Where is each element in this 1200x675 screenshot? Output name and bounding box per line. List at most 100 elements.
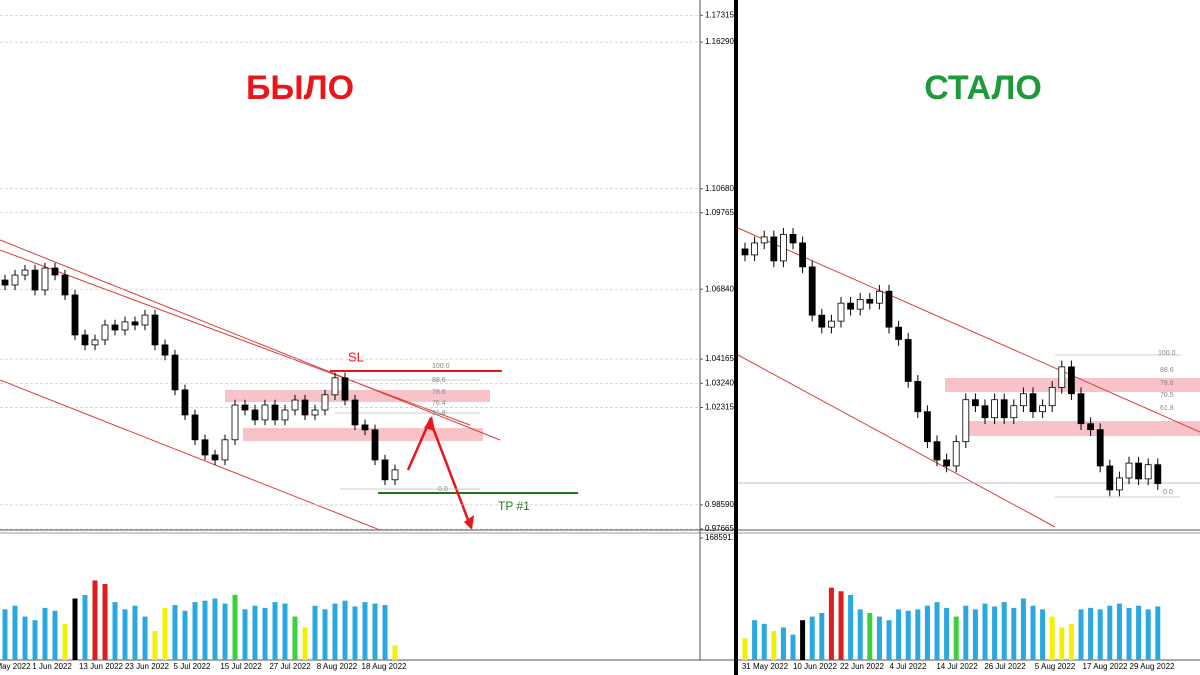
candle-body — [251, 409, 259, 421]
zone — [965, 421, 1200, 436]
volume-bar — [92, 580, 98, 660]
candle-body — [770, 236, 778, 262]
candle-body — [21, 269, 29, 276]
volume-bar — [282, 603, 288, 660]
channel-line — [737, 354, 1056, 528]
candle-body — [1048, 387, 1056, 407]
volume-bar — [953, 616, 959, 660]
volume-bar — [192, 602, 198, 660]
candle-body — [261, 404, 269, 421]
volume-bar — [809, 616, 815, 660]
candle-body — [311, 409, 319, 416]
candle-body — [371, 429, 379, 461]
volume-bar — [1097, 609, 1103, 660]
volume-bar — [112, 602, 118, 660]
x-tick-label: 1 Jun 2022 — [32, 662, 72, 671]
candle-body — [962, 399, 970, 443]
candle-body — [121, 321, 129, 331]
volume-bar — [152, 631, 158, 660]
volume-bar — [742, 638, 748, 660]
volume-bar — [72, 598, 78, 660]
candle-body — [171, 354, 179, 391]
candle-body — [391, 469, 399, 481]
volume-bar — [162, 607, 168, 660]
candle-body — [856, 298, 864, 310]
volume-bar — [52, 610, 58, 660]
y-tick-label: 0.97665 — [705, 524, 734, 533]
candle-body — [876, 290, 883, 304]
candle-body — [885, 290, 893, 328]
x-tick-label: 23 Jun 2022 — [125, 662, 170, 671]
volume-bar — [800, 620, 806, 660]
fib-label: 70.5 — [1160, 392, 1174, 399]
tp-label: TP #1 — [498, 499, 530, 513]
volume-bar — [771, 631, 777, 660]
candle-body — [221, 439, 229, 461]
volume-bar — [242, 609, 248, 660]
volume-bar — [1136, 605, 1142, 660]
candle-body — [61, 274, 69, 296]
candle-body — [1000, 399, 1008, 419]
candle-body — [1154, 464, 1162, 485]
volume-bar — [828, 587, 834, 660]
volume-bar — [22, 616, 28, 660]
candle-body — [799, 242, 806, 268]
candle-body — [351, 399, 359, 426]
candle-body — [828, 320, 835, 328]
volume-bar — [142, 616, 148, 660]
candle-body — [321, 394, 329, 411]
volume-bar — [992, 606, 998, 660]
volume-bar — [838, 591, 844, 660]
x-tick-label: 18 Aug 2022 — [362, 662, 407, 671]
volume-bar — [272, 602, 278, 660]
y-tick-label: 1.06840 — [705, 284, 734, 293]
volume-bar — [252, 605, 258, 660]
volume-bar — [1030, 605, 1036, 660]
candle-body — [1096, 429, 1104, 467]
x-tick-label: 17 Aug 2022 — [1083, 662, 1128, 671]
y-tick-label: 0.98590 — [705, 500, 734, 509]
candle-body — [1144, 464, 1152, 480]
volume-bar — [12, 605, 18, 660]
y-tick-label: 1.02315 — [705, 403, 734, 412]
x-tick-label: 31 May 2022 — [742, 662, 789, 671]
fib-label: 78.6 — [432, 389, 446, 396]
x-tick-label: 10 Jun 2022 — [793, 662, 838, 671]
candle-body — [1020, 393, 1027, 407]
x-tick-label: 5 Jul 2022 — [174, 662, 211, 671]
x-tick-label: 5 Aug 2022 — [1035, 662, 1076, 671]
arrow-head — [424, 416, 435, 431]
volume-bar — [819, 612, 825, 660]
fib-label: 88.6 — [1160, 367, 1174, 374]
candle-body — [981, 405, 989, 419]
volume-bar — [302, 627, 308, 660]
candle-body — [1068, 366, 1075, 395]
y-tick-label: 1.09765 — [705, 208, 734, 217]
volume-bar — [1011, 607, 1017, 660]
volume-bar — [122, 609, 128, 660]
channel-line — [0, 239, 501, 441]
volume-bar — [332, 603, 338, 660]
candle-body — [291, 399, 299, 411]
candle-body — [341, 377, 349, 401]
volume-bar — [1116, 603, 1122, 660]
volume-bar — [790, 634, 796, 660]
candle-body — [1, 279, 9, 286]
volume-bar — [342, 600, 348, 660]
candle-body — [1058, 366, 1066, 388]
candle-body — [1135, 462, 1142, 480]
volume-bar — [322, 609, 328, 660]
left-overlay: SL TP #1 100.0 88.6 78.6 76.4 61.8 0.0 — [0, 239, 578, 531]
candle-body — [71, 294, 79, 336]
volume-bar — [262, 607, 268, 660]
candle-body — [837, 302, 845, 322]
candle-body — [281, 409, 289, 421]
volume-bar — [172, 605, 178, 660]
volume-bar — [944, 607, 950, 660]
volume-bar — [82, 594, 88, 660]
candle-body — [991, 399, 998, 419]
y-tick-label: 1.17315 — [705, 10, 734, 19]
volume-bar — [857, 609, 863, 660]
volume-bar — [848, 594, 854, 660]
